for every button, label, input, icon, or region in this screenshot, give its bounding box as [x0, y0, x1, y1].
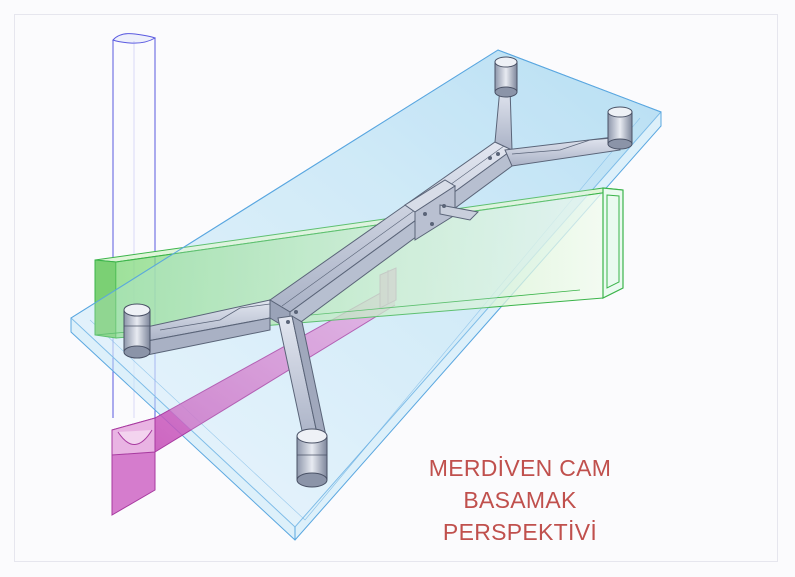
drawing-caption: MERDİVEN CAM BASAMAK PERSPEKTİVİ — [370, 452, 670, 548]
glass-step-top — [70, 49, 662, 527]
sheet-border — [14, 14, 778, 562]
caption-line-2: PERSPEKTİVİ — [442, 519, 598, 545]
steel-spider-frame — [141, 87, 621, 441]
clamp-pad-front-left — [123, 303, 151, 359]
caption-line-1: MERDİVEN CAM BASAMAK — [428, 455, 612, 513]
clamp-pad-rear-right — [607, 106, 633, 150]
clamp-pad-rear — [494, 56, 518, 98]
clamp-pad-front — [296, 428, 328, 488]
